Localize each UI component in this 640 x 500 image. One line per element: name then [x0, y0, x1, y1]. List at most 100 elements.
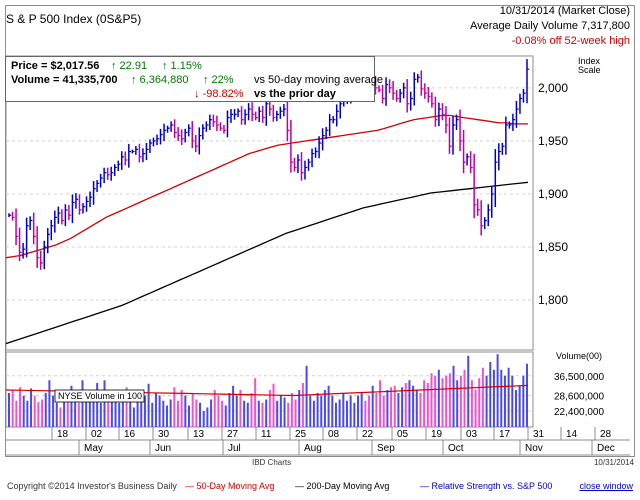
month-label: Oct [448, 443, 464, 454]
day-label: 13 [193, 429, 205, 440]
volume-bar [88, 400, 91, 427]
price-tick-label: 1,800 [538, 293, 568, 307]
volume-bar [353, 402, 356, 427]
volume-bar [492, 369, 495, 427]
month-label: Dec [597, 443, 615, 454]
volume-bar [188, 405, 191, 427]
volume-bar [320, 395, 323, 427]
volume-bar [305, 365, 308, 427]
volume-bar [235, 395, 238, 427]
volume-bar [151, 402, 154, 427]
volume-bar [191, 393, 194, 427]
day-label: 22 [362, 429, 374, 440]
volume-bar [323, 390, 326, 427]
volume-bar [52, 395, 55, 427]
volume-bar [426, 383, 429, 427]
legend-relative-strength: — Relative Strength vs. S&P 500 [420, 481, 553, 491]
day-label: 02 [91, 429, 103, 440]
volume-bar [110, 390, 113, 427]
volume-bar [467, 355, 470, 427]
volume-bar [452, 365, 455, 427]
day-label: 28 [600, 429, 612, 440]
volume-bar [437, 369, 440, 427]
volume-bar [470, 380, 473, 427]
volume-tick-label: 36,500,000 [554, 372, 604, 383]
volume-bar [63, 399, 66, 427]
volume-axis-label: Volume(00) [556, 351, 602, 361]
volume-bar [59, 407, 62, 427]
day-label: 08 [328, 429, 340, 440]
volume-bar [301, 383, 304, 427]
volume-bar [11, 390, 14, 427]
volume-bar [518, 385, 521, 427]
volume-bar [268, 390, 271, 427]
volume-bar [44, 393, 47, 427]
month-label: Jul [228, 443, 241, 454]
vs-50-day-label: vs 50-day moving average [254, 74, 384, 86]
volume-bar [77, 402, 80, 427]
price-tick-label: 1,950 [538, 134, 568, 148]
price-label: Price = $2,017.56 [11, 60, 100, 72]
volume-bar [272, 383, 275, 427]
volume-bar [419, 393, 422, 427]
volume-bar [96, 383, 99, 427]
volume-bar [500, 369, 503, 427]
price-pct: ↑ 1.15% [162, 60, 202, 72]
month-label: Aug [304, 443, 322, 454]
moving-average-layer [5, 114, 529, 345]
month-label: Sep [377, 443, 395, 454]
volume-bar [250, 393, 253, 427]
market-close-date: 10/31/2014 (Market Close) [499, 5, 630, 17]
volume-bar [202, 411, 205, 427]
volume-bar [121, 399, 124, 427]
volume-bar [217, 395, 220, 427]
volume-bar [125, 387, 128, 427]
volume-bar [357, 395, 360, 427]
volume-bar [393, 385, 396, 427]
volume-bar [265, 399, 268, 427]
volume-bar [276, 400, 279, 427]
volume-bar [184, 395, 187, 427]
volume-bar [257, 400, 260, 427]
volume-bar [37, 402, 40, 427]
volume-bar [507, 367, 510, 427]
day-label: 05 [397, 429, 409, 440]
volume-bar [19, 387, 22, 427]
volume-bar [165, 405, 168, 427]
volume-bar [162, 400, 165, 427]
price-tick-label: 1,850 [538, 240, 568, 254]
prior-day-pct: ↓ -98.82% [194, 88, 244, 100]
volume-bar [228, 393, 231, 427]
legend-200-day: — 200-Day Moving Avg [295, 481, 390, 491]
day-label: 11 [261, 429, 272, 440]
volume-bar [434, 375, 437, 427]
volume-bar [474, 389, 477, 427]
volume-bar [503, 375, 506, 427]
volume-bar [74, 395, 77, 427]
volume-bar [408, 380, 411, 427]
ma50-line [5, 114, 528, 259]
volume-bar [173, 387, 176, 427]
volume-bar [459, 375, 462, 427]
ibd-charts-label: IBD Charts [252, 458, 292, 467]
day-label: 19 [431, 429, 443, 440]
day-label: 27 [227, 429, 239, 440]
volume-bar [232, 385, 235, 427]
volume-bar [158, 395, 161, 427]
volume-bar [246, 402, 249, 427]
volume-bar [81, 380, 84, 427]
volume-bar [401, 387, 404, 427]
volume-bar [338, 399, 341, 427]
volume-bar [397, 393, 400, 427]
day-label: 14 [566, 429, 578, 440]
volume-bar [261, 402, 264, 427]
volume-bar [180, 390, 183, 427]
volume-bar [430, 373, 433, 427]
day-label: 18 [57, 429, 69, 440]
volume-bar [327, 385, 330, 427]
month-label: Jun [155, 443, 171, 454]
grid-layer [5, 55, 630, 456]
close-window-link[interactable]: close window [579, 481, 633, 491]
vs-prior-day-label: vs the prior day [254, 88, 336, 100]
volume-bar [169, 399, 172, 427]
